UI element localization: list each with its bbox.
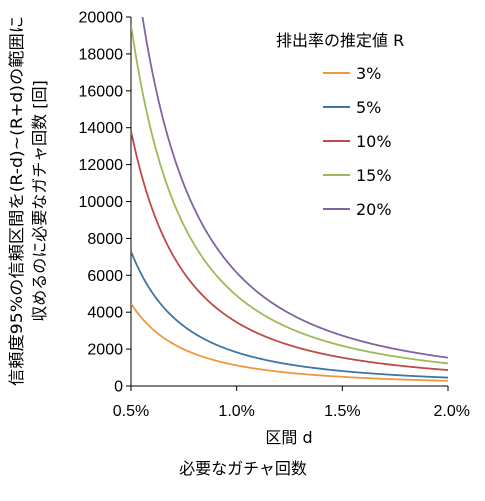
x-axis-title: 区間 d bbox=[265, 428, 312, 447]
y-tick-label: 8000 bbox=[87, 231, 123, 248]
legend: 排出率の推定値 R 3% 5% 10% 15% 20% bbox=[276, 31, 404, 219]
legend-label: 15% bbox=[356, 166, 392, 185]
legend-label: 5% bbox=[356, 98, 381, 117]
series-line-3pct bbox=[131, 302, 448, 382]
y-axis-ticks: 0 2000 4000 6000 8000 10000 12000 14000 16000 180… bbox=[79, 10, 131, 396]
series-line-15pct bbox=[131, 24, 448, 365]
y-tick-label: 20000 bbox=[79, 10, 124, 27]
legend-title: 排出率の推定値 R bbox=[276, 31, 404, 50]
series-layer bbox=[131, 17, 448, 382]
y-tick-label: 12000 bbox=[79, 157, 124, 174]
y-tick-label: 16000 bbox=[79, 83, 124, 100]
x-tick-label: 2.0% bbox=[434, 403, 470, 420]
y-axis-title: 信頼度95%の信頼区間を(R-d)~(R+d)の範囲に bbox=[7, 16, 26, 386]
caption: 必要なガチャ回数 bbox=[179, 459, 307, 478]
x-axis-ticks: 0.5% 1.0% 1.5% 2.0% bbox=[113, 386, 470, 420]
y-tick-label: 2000 bbox=[87, 342, 123, 359]
y-axis-title-line2: 収めるのに必要なガチャ回数 [回] bbox=[30, 80, 49, 321]
y-tick-label: 10000 bbox=[79, 194, 124, 211]
y-tick-label: 4000 bbox=[87, 305, 123, 322]
legend-label: 20% bbox=[356, 200, 392, 219]
x-tick-label: 1.5% bbox=[324, 403, 360, 420]
legend-label: 3% bbox=[356, 64, 381, 83]
x-tick-label: 1.0% bbox=[218, 403, 254, 420]
series-line-5pct bbox=[131, 250, 448, 379]
y-axis-title-2: 収めるのに必要なガチャ回数 [回] bbox=[30, 80, 49, 321]
x-tick-label: 0.5% bbox=[113, 403, 149, 420]
y-tick-label: 14000 bbox=[79, 120, 124, 137]
legend-label: 10% bbox=[356, 132, 392, 151]
y-axis-title-line1: 信頼度95%の信頼区間を(R-d)~(R+d)の範囲に bbox=[7, 16, 26, 386]
y-tick-label: 0 bbox=[114, 379, 123, 396]
series-line-10pct bbox=[131, 130, 448, 371]
y-tick-label: 6000 bbox=[87, 268, 123, 285]
y-tick-label: 18000 bbox=[79, 46, 124, 63]
series-line-20pct bbox=[141, 17, 448, 359]
